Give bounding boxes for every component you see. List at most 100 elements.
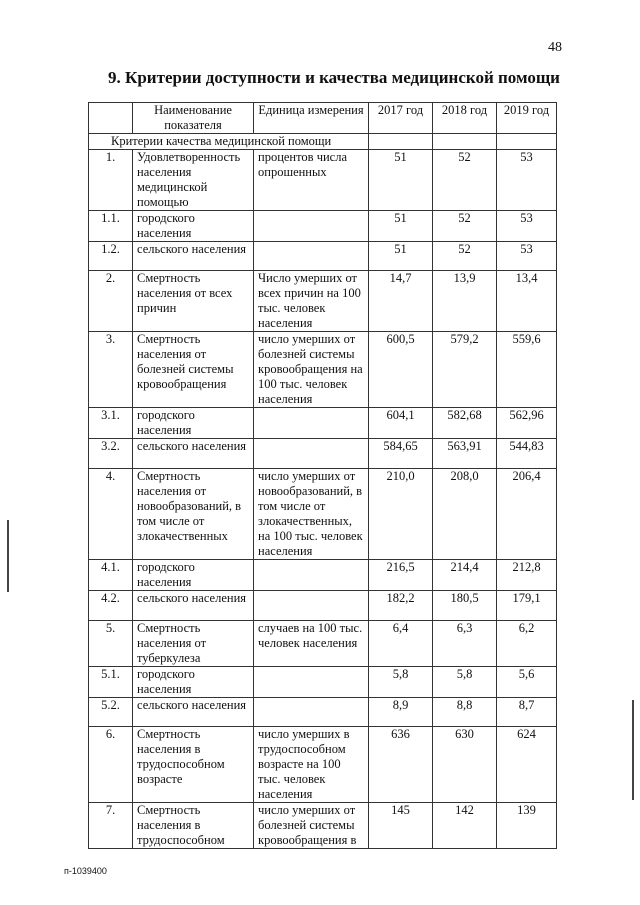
header-num [88,102,133,134]
value-2019: 13,4 [496,270,557,332]
unit-of-measure [253,666,369,698]
value-2019: 562,96 [496,407,557,439]
row-number: 3. [88,331,133,408]
value-2017: 51 [368,210,433,242]
row-number: 3.2. [88,438,133,469]
indicator-name: городского населения [132,666,254,698]
value-2019: 53 [496,241,557,271]
value-2019: 5,6 [496,666,557,698]
value-2019: 206,4 [496,468,557,560]
unit-of-measure [253,697,369,727]
value-2018: 8,8 [432,697,497,727]
value-2019: 139 [496,802,557,849]
value-2018: 630 [432,726,497,803]
row-number: 4.1. [88,559,133,591]
value-2018: 52 [432,210,497,242]
table-row: 1.1. городского населения 51 52 53 [88,210,557,242]
scan-edge-mark [7,520,9,592]
indicator-name: Смертность населения от туберкулеза [132,620,254,667]
value-2019: 624 [496,726,557,803]
header-unit: Единица измерения [253,102,369,134]
row-number: 4. [88,468,133,560]
value-2017: 8,9 [368,697,433,727]
indicator-name: Смертность населения от всех причин [132,270,254,332]
value-2017: 584,65 [368,438,433,469]
table-row: 3. Смертность населения от болезней систе… [88,331,557,408]
value-2017: 5,8 [368,666,433,698]
value-2017: 6,4 [368,620,433,667]
value-2017: 636 [368,726,433,803]
value-2018: 142 [432,802,497,849]
empty-cell [496,133,557,150]
row-number: 6. [88,726,133,803]
empty-cell [432,133,497,150]
unit-of-measure [253,241,369,271]
row-number: 5. [88,620,133,667]
header-2019: 2019 год [496,102,557,134]
value-2018: 208,0 [432,468,497,560]
row-number: 5.2. [88,697,133,727]
value-2017: 604,1 [368,407,433,439]
value-2018: 6,3 [432,620,497,667]
section-row: Критерии качества медицинской помощи [88,133,557,150]
value-2017: 210,0 [368,468,433,560]
unit-of-measure [253,559,369,591]
unit-of-measure: число умерших от болезней системы кровоо… [253,802,369,849]
header-2018: 2018 год [432,102,497,134]
unit-of-measure: случаев на 100 тыс. человек населения [253,620,369,667]
header-2017: 2017 год [368,102,433,134]
value-2019: 53 [496,149,557,211]
row-number: 2. [88,270,133,332]
indicator-name: Удовлетворенность населения медицинской … [132,149,254,211]
value-2017: 600,5 [368,331,433,408]
table-row: 5.2. сельского населения 8,9 8,8 8,7 [88,697,557,727]
indicator-name: Смертность населения от болезней системы… [132,331,254,408]
value-2018: 5,8 [432,666,497,698]
row-number: 5.1. [88,666,133,698]
unit-of-measure [253,210,369,242]
value-2018: 180,5 [432,590,497,621]
value-2017: 14,7 [368,270,433,332]
row-number: 3.1. [88,407,133,439]
table-row: 5. Смертность населения от туберкулеза слу… [88,620,557,667]
value-2019: 179,1 [496,590,557,621]
value-2018: 579,2 [432,331,497,408]
value-2019: 53 [496,210,557,242]
row-number: 4.2. [88,590,133,621]
empty-cell [368,133,433,150]
value-2018: 214,4 [432,559,497,591]
value-2018: 52 [432,149,497,211]
indicator-name: городского населения [132,559,254,591]
row-number: 1.1. [88,210,133,242]
table-row: 4. Смертность населения от новообразовани… [88,468,557,560]
indicator-name: Смертность населения в трудоспособном [132,802,254,849]
value-2018: 582,68 [432,407,497,439]
table-row: 7. Смертность населения в трудоспособном ч… [88,802,557,849]
value-2017: 51 [368,241,433,271]
table-row: 2. Смертность населения от всех причин Чис… [88,270,557,332]
table-row: 5.1. городского населения 5,8 5,8 5,6 [88,666,557,698]
page-number: 48 [548,40,562,55]
footer-code: п-1039400 [64,866,107,876]
value-2017: 182,2 [368,590,433,621]
unit-of-measure [253,407,369,439]
value-2017: 145 [368,802,433,849]
unit-of-measure [253,590,369,621]
indicator-name: сельского населения [132,697,254,727]
value-2019: 559,6 [496,331,557,408]
value-2018: 13,9 [432,270,497,332]
value-2018: 52 [432,241,497,271]
value-2018: 563,91 [432,438,497,469]
unit-of-measure: число умерших от болезней системы кровоо… [253,331,369,408]
unit-of-measure [253,438,369,469]
section-title: 9. Критерии доступности и качества медиц… [108,68,560,87]
value-2019: 8,7 [496,697,557,727]
indicator-name: городского населения [132,210,254,242]
scan-edge-mark [632,700,634,800]
row-number: 1.2. [88,241,133,271]
row-number: 7. [88,802,133,849]
table-row: 4.1. городского населения 216,5 214,4 212,8 [88,559,557,591]
value-2019: 6,2 [496,620,557,667]
table-header-row: Наименование показателя Единица измерени… [88,102,557,134]
indicator-name: сельского населения [132,438,254,469]
